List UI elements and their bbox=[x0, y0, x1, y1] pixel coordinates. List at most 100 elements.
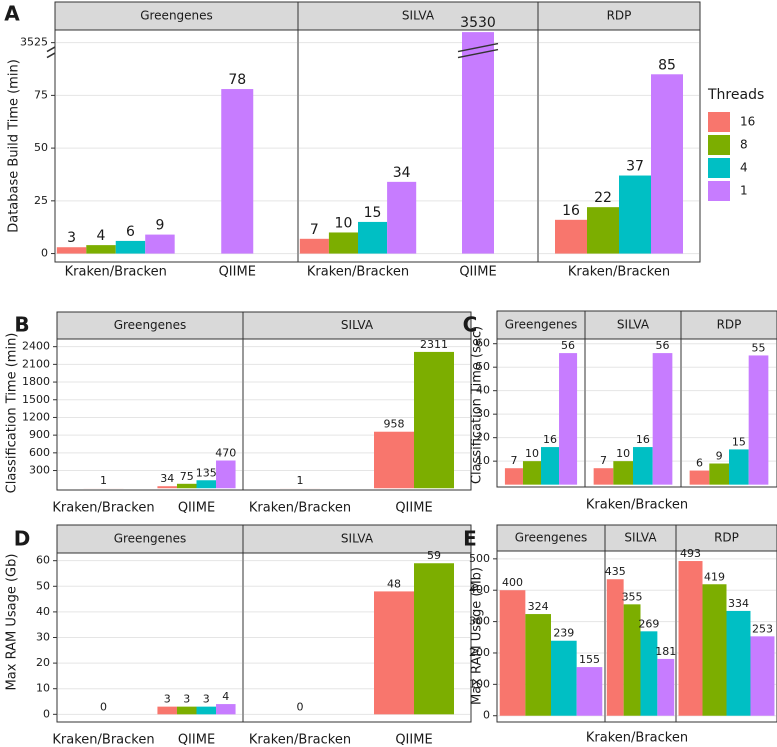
y-tick-label: 50 bbox=[36, 579, 50, 592]
facet-title: Greengenes bbox=[114, 318, 187, 332]
bar bbox=[689, 470, 710, 485]
bar bbox=[414, 351, 454, 489]
value-label: 16 bbox=[636, 433, 650, 446]
bar bbox=[176, 706, 197, 715]
bar bbox=[157, 486, 177, 489]
x-tick-label: Kraken/Bracken bbox=[52, 501, 154, 516]
legend-key bbox=[708, 135, 730, 155]
bar bbox=[462, 32, 494, 254]
value-label: 2311 bbox=[420, 338, 448, 351]
value-label: 435 bbox=[605, 565, 626, 578]
bar bbox=[640, 631, 658, 716]
facet-title: Greengenes bbox=[140, 9, 213, 23]
facet-title: Greengenes bbox=[114, 532, 187, 546]
value-label: 16 bbox=[562, 203, 580, 219]
y-axis-title: Database Build Time (min) bbox=[7, 59, 22, 233]
legend-label: 16 bbox=[740, 115, 755, 129]
bar bbox=[541, 447, 560, 485]
value-label: 37 bbox=[626, 159, 644, 175]
bar bbox=[559, 353, 578, 485]
bar bbox=[499, 590, 526, 716]
facet-strip bbox=[584, 310, 682, 340]
y-tick-label: 50 bbox=[34, 141, 48, 154]
value-label: 324 bbox=[528, 600, 549, 613]
value-label: 48 bbox=[387, 577, 401, 590]
y-tick-label: 0 bbox=[41, 247, 48, 260]
bar bbox=[504, 468, 523, 485]
bar bbox=[216, 460, 236, 489]
bar bbox=[157, 706, 177, 715]
y-axis-title: Max RAM Usage (Mb) bbox=[470, 567, 485, 705]
facet-title: SILVA bbox=[341, 532, 374, 546]
x-tick-label: Kraken/Bracken bbox=[307, 265, 409, 280]
x-tick-label: QIIME bbox=[395, 501, 432, 516]
bar bbox=[748, 355, 769, 485]
value-label: 4 bbox=[97, 228, 106, 244]
bar bbox=[221, 89, 254, 254]
value-label: 78 bbox=[228, 72, 246, 88]
bar bbox=[176, 483, 197, 489]
y-tick-label: 10 bbox=[36, 682, 50, 695]
y-tick-label: 2400 bbox=[22, 340, 50, 353]
bar bbox=[606, 579, 624, 716]
value-label: 55 bbox=[752, 341, 766, 354]
y-tick-label: 300 bbox=[469, 615, 490, 628]
bar bbox=[613, 461, 633, 485]
facet-strip bbox=[680, 310, 777, 340]
value-label: 15 bbox=[364, 205, 382, 221]
value-label: 470 bbox=[215, 447, 236, 460]
value-label: 7 bbox=[510, 454, 517, 467]
bar bbox=[196, 480, 217, 489]
panel-letter: E bbox=[463, 527, 477, 551]
facet-strip bbox=[675, 524, 777, 552]
facet-strip bbox=[56, 311, 244, 340]
y-tick-label: 20 bbox=[36, 656, 50, 669]
bar bbox=[729, 449, 749, 485]
bar bbox=[587, 207, 619, 254]
bar bbox=[56, 247, 87, 254]
bar bbox=[216, 704, 236, 715]
value-label: 3 bbox=[67, 230, 76, 246]
panel-letter: B bbox=[14, 313, 29, 337]
bar-break bbox=[457, 48, 499, 59]
y-tick-label: 3525 bbox=[20, 36, 48, 49]
facet-title: Greengenes bbox=[505, 318, 578, 332]
panel-letter: D bbox=[14, 527, 31, 551]
x-tick-label: QIIME bbox=[459, 265, 496, 280]
plot-panel bbox=[297, 29, 539, 263]
y-tick-label: 30 bbox=[36, 631, 50, 644]
y-tick-label: 60 bbox=[476, 337, 490, 350]
x-tick-label: Kraken/Bracken bbox=[52, 733, 154, 747]
bar bbox=[619, 175, 651, 254]
facet-title: RDP bbox=[714, 531, 739, 545]
facet-title: RDP bbox=[607, 9, 632, 23]
x-tick-label: QIIME bbox=[219, 265, 256, 280]
facet-strip bbox=[537, 1, 701, 31]
value-label: 10 bbox=[616, 447, 630, 460]
y-tick-label: 30 bbox=[476, 407, 490, 420]
y-tick-label: 40 bbox=[476, 384, 490, 397]
x-tick-label: QIIME bbox=[178, 733, 215, 747]
facet-title: SILVA bbox=[624, 531, 657, 545]
value-label: 355 bbox=[622, 590, 643, 603]
bar bbox=[709, 463, 729, 485]
x-tick-label: Kraken/Bracken bbox=[249, 733, 351, 747]
value-label: 9 bbox=[155, 218, 164, 234]
bar bbox=[593, 468, 614, 485]
x-axis-title: Kraken/Bracken bbox=[586, 498, 688, 513]
value-label: 15 bbox=[732, 435, 746, 448]
value-label: 334 bbox=[728, 597, 749, 610]
y-tick-label: 2100 bbox=[22, 357, 50, 370]
value-label: 3 bbox=[183, 693, 190, 706]
value-label: 3 bbox=[203, 693, 210, 706]
value-label: 10 bbox=[525, 447, 539, 460]
y-tick-label: 200 bbox=[469, 646, 490, 659]
facet-title: Greengenes bbox=[515, 531, 588, 545]
y-tick-label: 900 bbox=[29, 428, 50, 441]
facet-strip bbox=[242, 311, 472, 340]
bar bbox=[145, 234, 175, 254]
bar bbox=[328, 232, 358, 254]
y-tick-label: 0 bbox=[483, 709, 490, 722]
legend-label: 1 bbox=[740, 184, 748, 198]
